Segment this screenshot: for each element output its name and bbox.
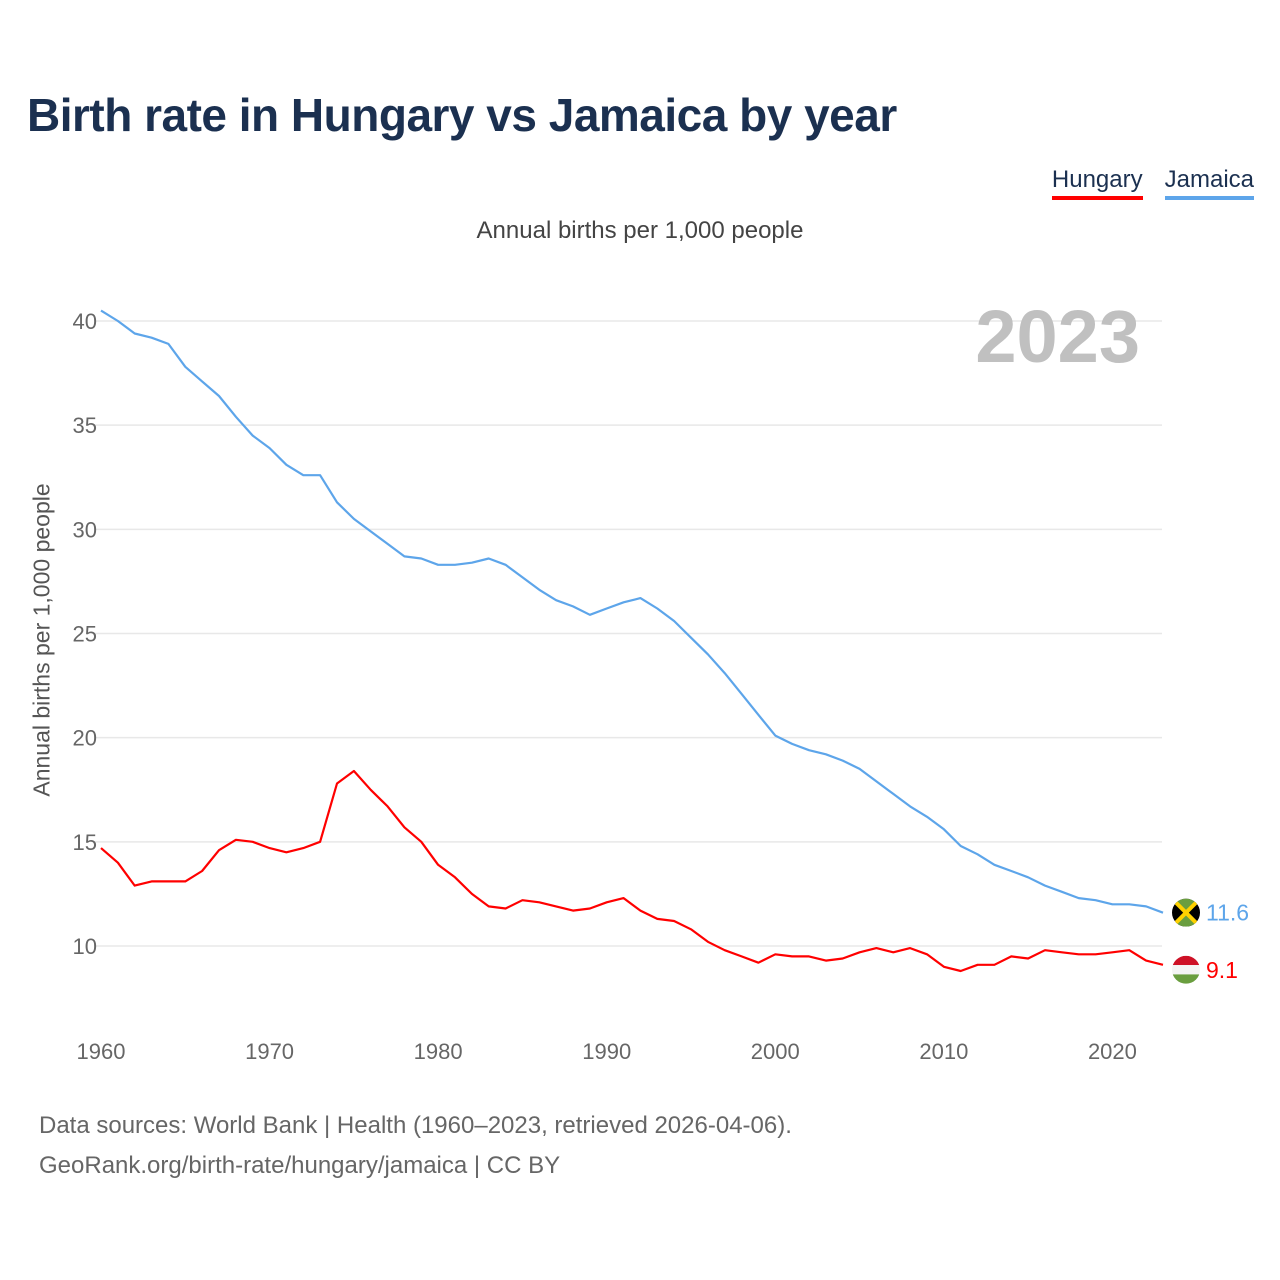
y-tick-label: 25 xyxy=(73,622,97,647)
source-link[interactable]: GeoRank.org/birth-rate/hungary/jamaica |… xyxy=(39,1152,561,1179)
flag-body xyxy=(1172,898,1200,927)
x-tick-label: 1990 xyxy=(582,1039,631,1064)
x-tick-label: 1970 xyxy=(245,1039,294,1064)
jamaica-flag-icon xyxy=(1172,898,1200,927)
flag-saltire xyxy=(1172,898,1200,927)
end-value-label-hungary: 9.1 xyxy=(1206,957,1238,983)
footer: Data sources: World Bank | Health (1960–… xyxy=(39,1106,792,1186)
series-line-hungary xyxy=(100,769,1164,973)
y-tick-label: 10 xyxy=(73,934,97,959)
x-tick-label: 2020 xyxy=(1088,1039,1137,1064)
y-tick-label: 35 xyxy=(73,413,97,438)
series-line-jamaica xyxy=(100,309,1164,914)
y-tick-label: 15 xyxy=(73,830,97,855)
x-tick-label: 2010 xyxy=(919,1039,968,1064)
flag-body xyxy=(1172,955,1200,984)
end-value-label-jamaica: 11.6 xyxy=(1206,900,1249,926)
flag-green-bottom xyxy=(1172,912,1200,927)
chart-title: Birth rate in Hungary vs Jamaica by year xyxy=(27,89,897,141)
legend-item-hungary[interactable]: Hungary xyxy=(1051,166,1143,200)
y-tick-label: 40 xyxy=(73,309,97,334)
y-tick-label: 20 xyxy=(73,726,97,751)
data-source: Data sources: World Bank | Health (1960–… xyxy=(39,1112,792,1139)
hungary-flag-icon xyxy=(1172,955,1200,984)
x-tick-label: 1980 xyxy=(414,1039,463,1064)
flag-stripe-white xyxy=(1172,965,1200,975)
x-tick-label: 2000 xyxy=(751,1039,800,1064)
x-tick-label: 1960 xyxy=(77,1039,126,1064)
chart-subtitle: Annual births per 1,000 people xyxy=(476,217,804,244)
legend-item-jamaica[interactable]: Jamaica xyxy=(1164,166,1254,200)
year-watermark: 2023 xyxy=(975,295,1140,378)
y-tick-label: 30 xyxy=(73,517,97,542)
flag-stripe-red xyxy=(1172,955,1200,966)
flag-stripe-green xyxy=(1172,974,1200,984)
flag-green-top xyxy=(1172,898,1200,913)
legend: Hungary Jamaica xyxy=(1051,166,1254,200)
